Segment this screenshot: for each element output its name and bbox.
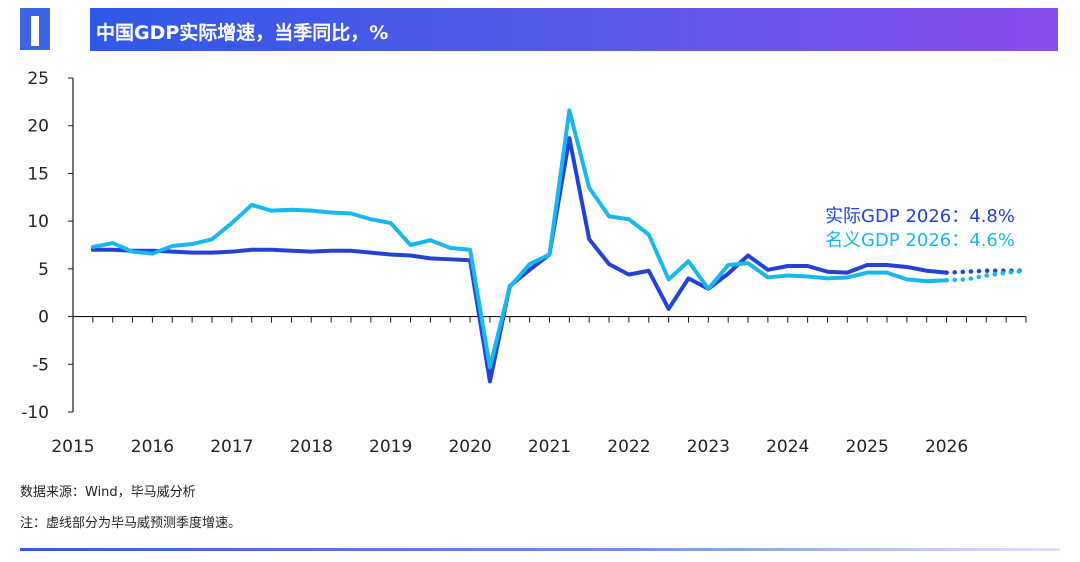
x-year-label: 2020 [448,437,491,457]
x-year-label: 2019 [369,437,412,457]
series-line-real [90,136,949,384]
y-tick-label: 25 [27,69,49,89]
x-year-label: 2016 [131,437,174,457]
x-year-label: 2017 [210,437,253,457]
forecast-note: 注：虚线部分为毕马威预测季度增速。 [20,516,242,531]
y-tick-label: -5 [32,355,49,375]
y-tick-label: 10 [27,212,49,232]
series-line-nominal [90,108,949,370]
series-forecast-nominal [944,268,1029,283]
bottom-divider [20,548,1060,551]
page-title: 中国GDP实际增速，当季同比，% [96,22,389,44]
source-note: 数据来源：Wind，毕马威分析 [20,485,196,500]
x-year-label: 2025 [846,437,889,457]
x-year-label: 2015 [51,437,94,457]
series-forecast-real [944,268,1029,275]
x-year-label: 2018 [290,437,333,457]
annotation-nominal: 名义GDP 2026：4.6% [825,230,1015,251]
x-year-label: 2022 [607,437,650,457]
y-tick-label: 15 [27,164,49,184]
x-year-label: 2021 [528,437,571,457]
x-year-label: 2024 [766,437,809,457]
y-tick-label: 0 [38,308,49,328]
annotation-real: 实际GDP 2026：4.8% [825,206,1015,227]
y-tick-label: 20 [27,117,49,137]
y-tick-label: -10 [21,403,49,423]
logo-mark [20,8,50,50]
x-year-label: 2023 [687,437,730,457]
title-bar: 中国GDP实际增速，当季同比，% [90,8,1058,51]
x-year-label: 2026 [925,437,968,457]
y-tick-label: 5 [38,260,49,280]
